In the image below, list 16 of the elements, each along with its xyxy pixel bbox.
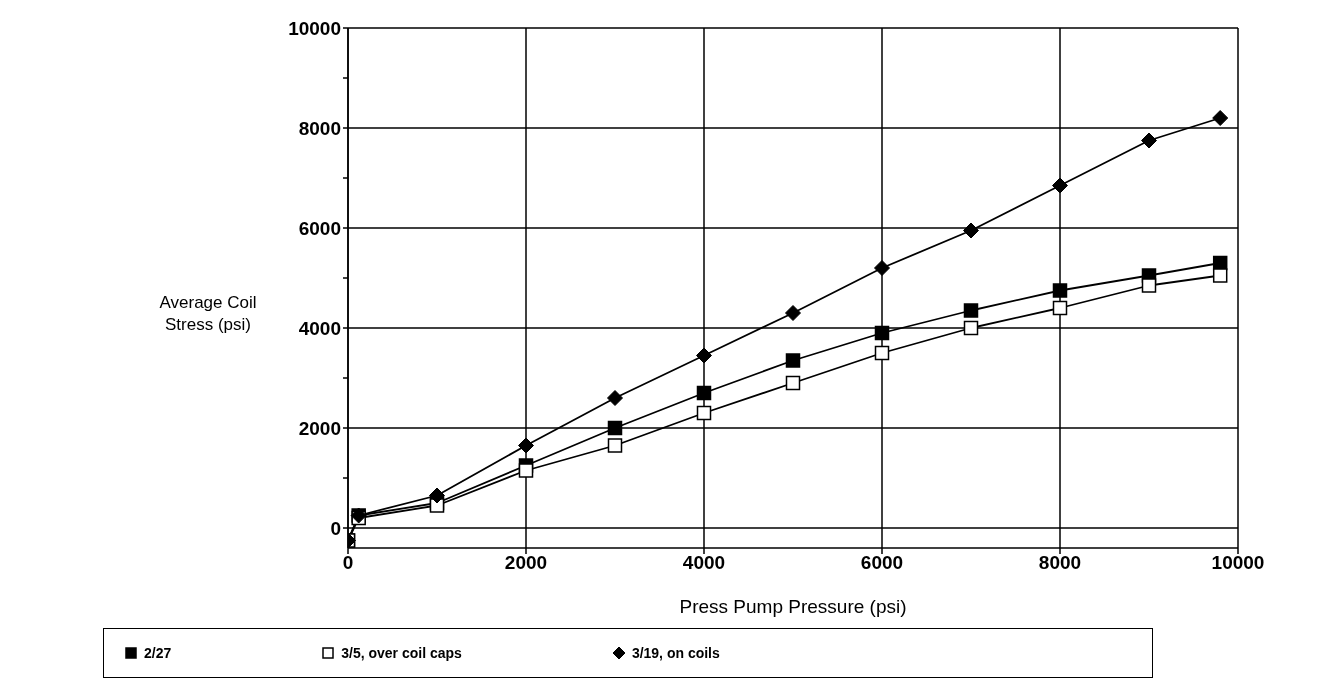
y-axis-title: Average Coil Stress (psi) [159,293,257,334]
x-tick-label: 10000 [1211,552,1265,574]
y-tick-label: 4000 [298,317,341,339]
legend-label: 2/27 [143,645,172,661]
x-tick-label: 6000 [860,552,904,574]
x-tick-label: 2000 [504,552,548,574]
legend-label: 3/5, over coil caps [340,645,462,661]
legend-label: 3/19, on coils [630,645,720,661]
y-tick-label: 0 [330,517,341,539]
x-tick-label: 4000 [682,552,726,574]
y-tick-label: 6000 [298,217,341,239]
y-tick-label: 8000 [298,117,341,139]
y-tick-label: 10000 [288,17,341,39]
x-axis-title: Press Pump Pressure (psi) [679,596,907,617]
x-tick-label: 8000 [1038,552,1082,574]
y-tick-label: 2000 [298,417,341,439]
